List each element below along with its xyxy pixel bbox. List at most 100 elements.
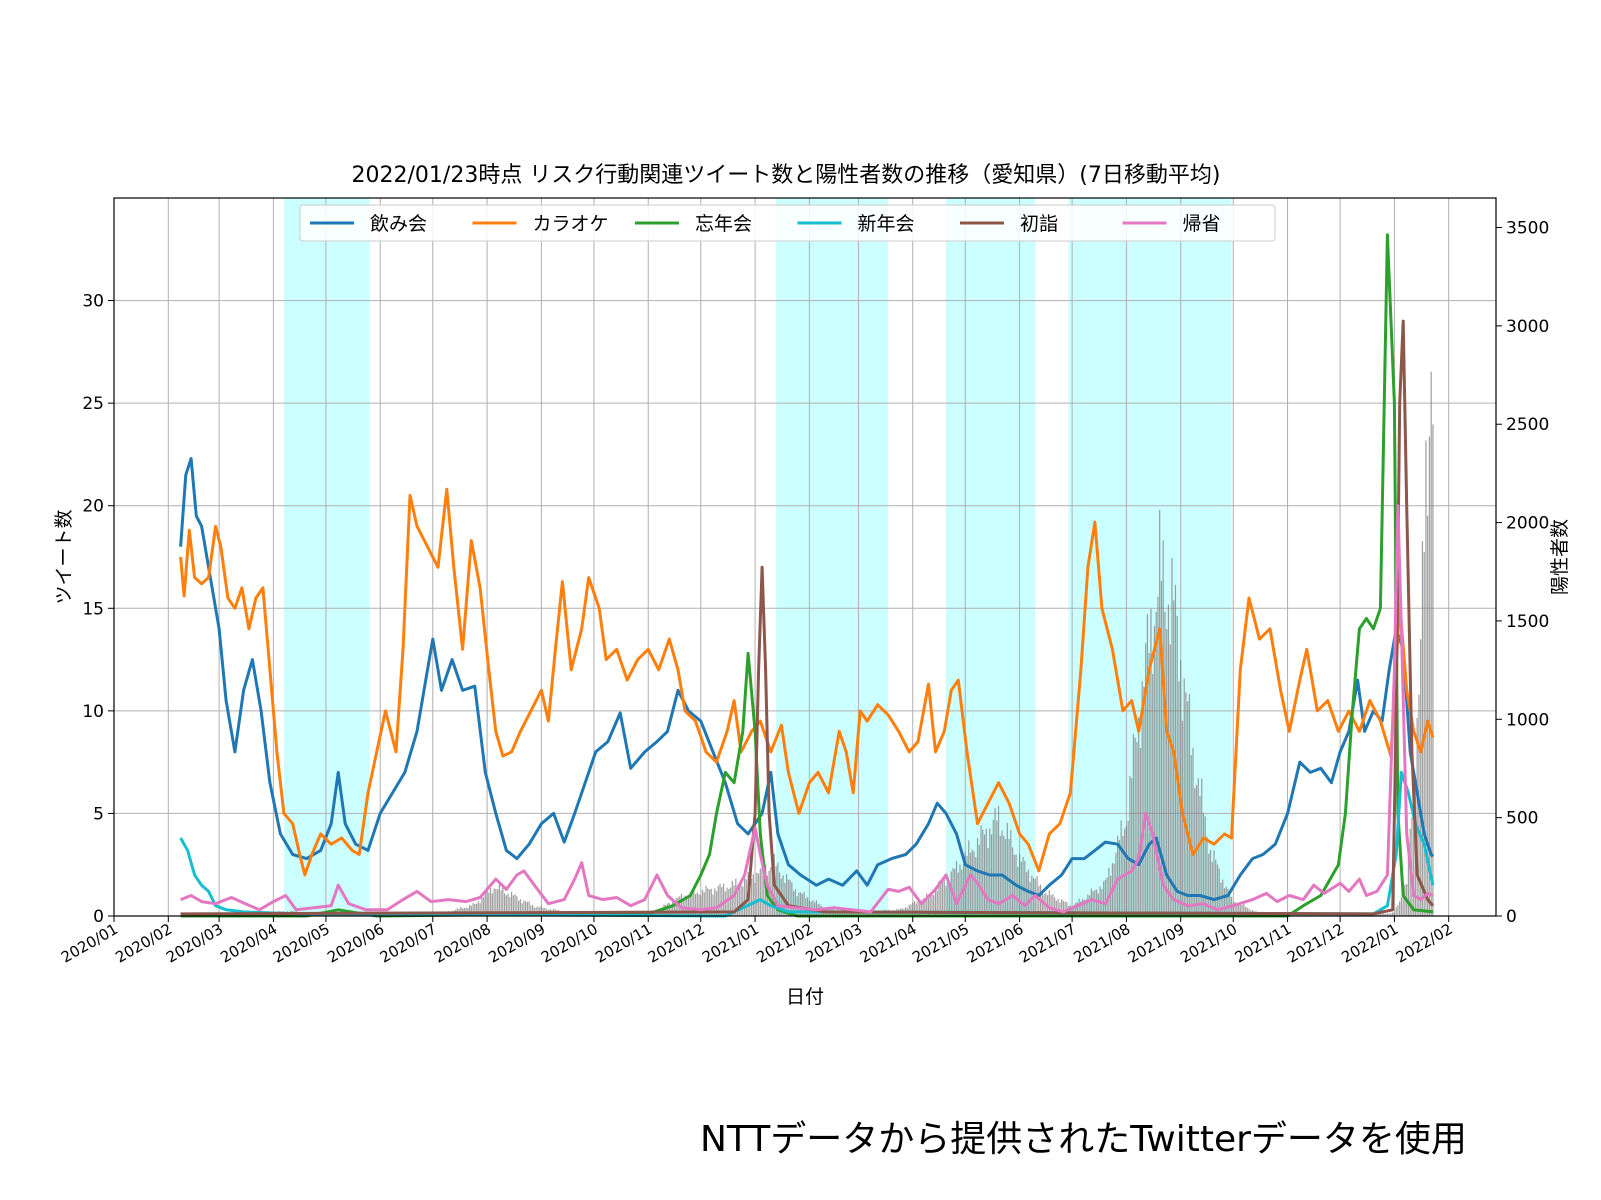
case-bar — [929, 893, 931, 916]
case-bar — [1146, 614, 1149, 916]
legend-box — [299, 204, 1276, 242]
case-bar — [1106, 877, 1108, 916]
case-bar — [1209, 849, 1212, 916]
case-bar — [519, 899, 521, 916]
case-bar — [1089, 895, 1091, 916]
case-bar — [738, 884, 740, 916]
case-bar — [913, 900, 916, 916]
x-tick-label: 2020/08 — [431, 920, 494, 967]
case-bar — [1239, 902, 1241, 916]
case-bar — [768, 870, 770, 916]
case-bar — [1096, 889, 1098, 916]
case-bar — [507, 893, 509, 916]
case-bar — [1208, 853, 1210, 916]
case-bar — [1125, 825, 1128, 916]
case-bar — [1225, 886, 1227, 916]
x-tick-label: 2020/02 — [112, 920, 175, 967]
case-bar — [684, 895, 686, 916]
case-bar — [856, 912, 858, 916]
case-bar — [523, 900, 525, 916]
case-bar — [493, 888, 495, 916]
case-bar — [1050, 895, 1052, 916]
case-bar — [1199, 796, 1201, 916]
case-bar — [1166, 629, 1168, 916]
series-line-0 — [179, 457, 1435, 902]
case-bar — [1392, 912, 1394, 916]
case-bar — [1031, 875, 1033, 916]
x-axis-label: 日付 — [786, 986, 824, 1008]
case-bar — [1427, 515, 1429, 916]
case-bar — [1157, 596, 1159, 916]
case-bar — [859, 912, 861, 916]
case-bar — [1428, 436, 1431, 916]
case-bar — [793, 891, 795, 916]
case-bar — [1090, 888, 1092, 916]
case-bar — [715, 891, 718, 916]
case-bar — [789, 879, 791, 916]
case-bar — [745, 879, 747, 916]
case-bar — [505, 895, 507, 916]
case-bar — [526, 901, 528, 916]
case-bar — [750, 878, 753, 916]
case-bar — [1148, 652, 1150, 916]
case-bar — [1202, 812, 1205, 916]
case-bar — [673, 902, 676, 916]
case-bar — [1132, 734, 1135, 916]
case-bar — [1295, 914, 1297, 916]
y-tick-label: 20 — [82, 497, 104, 517]
case-bar — [1108, 867, 1110, 916]
case-bar — [1145, 643, 1147, 916]
case-bar — [1094, 890, 1096, 916]
case-bar — [1104, 879, 1107, 916]
x-tick-label: 2021/07 — [1016, 920, 1079, 967]
case-bar — [794, 889, 796, 916]
case-bar — [850, 912, 853, 916]
case-bar — [1220, 882, 1222, 916]
case-bar — [969, 852, 972, 916]
legend-label: 初詣 — [1020, 213, 1058, 235]
case-bar — [1169, 644, 1171, 916]
case-bar — [498, 884, 500, 916]
case-bar — [1153, 626, 1156, 916]
case-bar — [694, 894, 697, 916]
case-bar — [717, 885, 719, 916]
x-tick-label: 2020/09 — [485, 920, 548, 967]
case-bar — [1048, 890, 1050, 916]
case-bar — [1127, 820, 1129, 916]
case-bar — [743, 875, 746, 916]
case-bar — [1432, 424, 1434, 916]
case-bar — [870, 911, 872, 916]
case-bar — [1062, 900, 1064, 916]
case-bar — [665, 904, 667, 916]
case-bar — [481, 897, 483, 916]
y-axis-right: 0 500 1000 1500 2000 2500 3000 3500 — [1496, 219, 1549, 927]
case-bar — [503, 893, 506, 916]
case-bar — [708, 889, 711, 916]
case-bar — [729, 887, 732, 916]
case-bar — [1162, 540, 1164, 916]
case-bar — [915, 903, 917, 916]
case-bar — [957, 872, 959, 916]
case-bar — [863, 912, 865, 916]
case-bar — [1420, 639, 1422, 916]
case-bar — [966, 855, 968, 916]
case-bar — [479, 903, 481, 916]
case-bar — [908, 904, 910, 916]
case-bar — [1082, 898, 1084, 916]
case-bar — [1204, 816, 1206, 916]
case-bar — [1076, 902, 1078, 916]
case-bar — [800, 892, 802, 916]
case-bar — [518, 900, 520, 916]
case-bar — [971, 849, 973, 916]
legend: 飲み会 カラオケ 忘年会 新年会 初詣 帰省 — [299, 204, 1276, 242]
case-bar — [917, 900, 919, 916]
case-bar — [1383, 913, 1385, 916]
case-bar — [854, 911, 856, 916]
case-bar — [687, 895, 690, 916]
case-bar — [1241, 905, 1243, 916]
case-bar — [861, 912, 863, 916]
case-bar — [1216, 864, 1219, 916]
y2-tick-label: 3000 — [1506, 317, 1549, 337]
case-bar — [927, 896, 930, 916]
x-tick-label: 2020/06 — [324, 920, 387, 967]
